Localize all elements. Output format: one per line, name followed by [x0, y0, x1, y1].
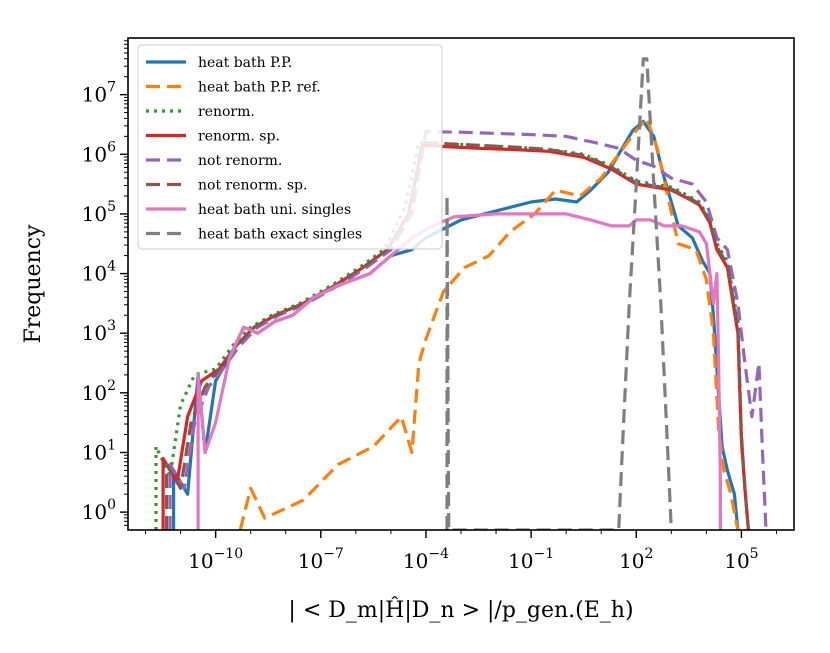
y-tick-label: 100 [82, 497, 116, 524]
legend-label: not renorm. [198, 153, 282, 169]
x-tick-label: 10−4 [403, 546, 449, 573]
legend-label: renorm. sp. [198, 129, 280, 145]
y-axis-label: Frequency [21, 224, 46, 344]
legend-label: not renorm. sp. [198, 178, 307, 194]
legend-label: heat bath P.P. [198, 55, 292, 71]
y-tick-label: 104 [82, 259, 116, 286]
y-tick-label: 103 [82, 318, 116, 345]
legend: heat bath P.P. heat bath P.P. ref. renorm.… [137, 44, 443, 250]
x-axis-label: | < D_m|Ĥ|D_n > |/p_gen.(E_h) [288, 596, 633, 623]
series-layer [154, 57, 768, 530]
x-tick-label: 105 [724, 546, 758, 573]
series-line-1 [238, 116, 740, 530]
x-tick-label: 10−10 [188, 546, 243, 573]
legend-box [137, 44, 443, 250]
series-line-6 [196, 212, 723, 530]
legend-label: renorm. [198, 104, 255, 120]
y-tick-label: 105 [82, 199, 116, 226]
x-tick-label: 10−1 [508, 546, 554, 573]
series-line-7 [445, 57, 673, 530]
legend-label: heat bath exact singles [198, 227, 362, 243]
y-tick-label: 102 [82, 378, 116, 405]
y-tick-label: 106 [82, 139, 116, 166]
y-tick-label: 101 [82, 437, 116, 464]
y-tick-label: 107 [82, 80, 116, 107]
x-tick-label: 102 [619, 546, 653, 573]
legend-label: heat bath uni. singles [198, 202, 351, 218]
series-line-5 [165, 140, 750, 530]
x-axis: 10−10 10−7 10−4 10−1 102 105 [145, 530, 777, 573]
x-tick-label: 10−7 [298, 546, 344, 573]
y-axis: 100 101 102 103 104 105 106 107 [82, 40, 128, 526]
legend-label: heat bath P.P. ref. [198, 80, 321, 96]
